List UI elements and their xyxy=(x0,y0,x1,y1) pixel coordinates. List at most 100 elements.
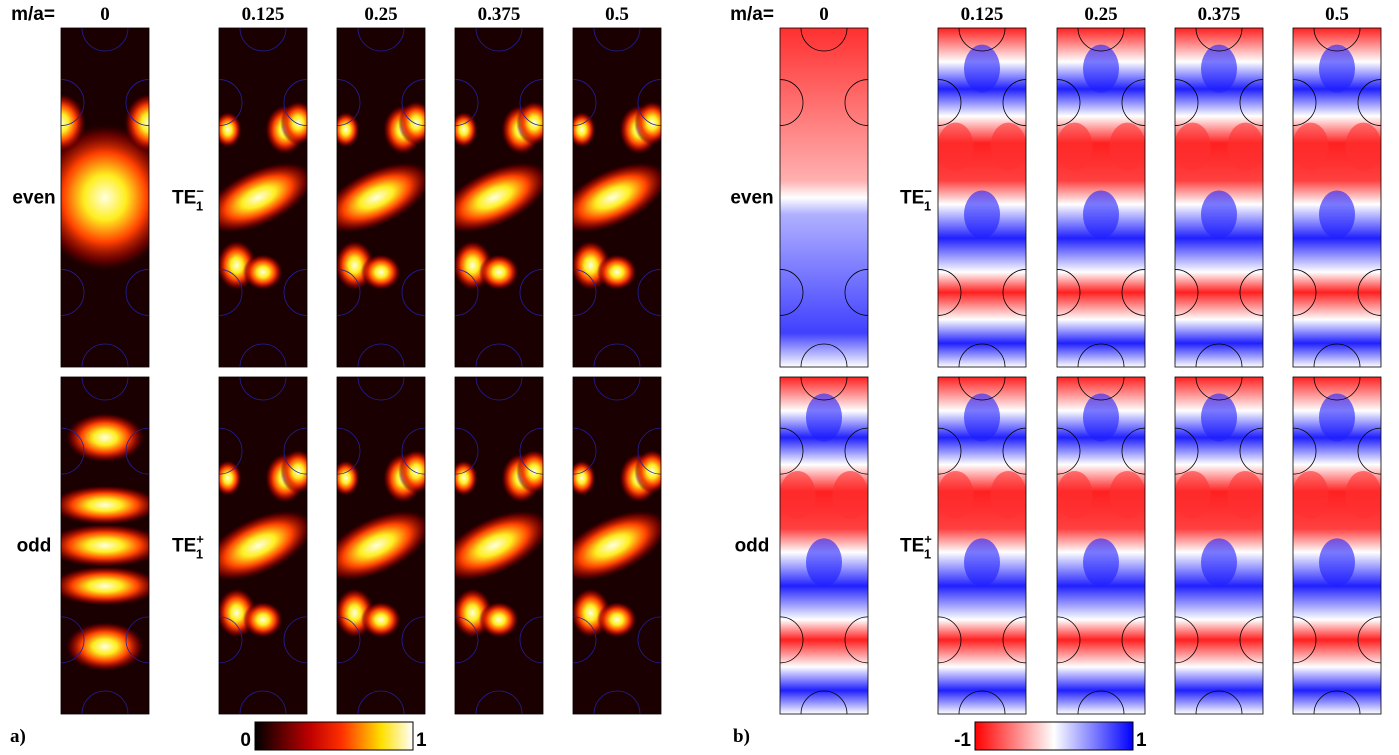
hole xyxy=(357,690,405,714)
column-header: 0.125 xyxy=(961,4,1004,25)
hole xyxy=(337,269,361,316)
lobe xyxy=(938,470,974,519)
column-header: 0 xyxy=(819,4,829,25)
mode-label: odd xyxy=(735,536,770,557)
frame xyxy=(572,376,662,715)
hole xyxy=(61,427,85,475)
intensity xyxy=(597,254,637,291)
intensity xyxy=(61,122,149,273)
field-map xyxy=(60,27,150,368)
hole xyxy=(337,427,361,475)
hole xyxy=(519,616,543,664)
hole xyxy=(519,79,543,126)
hole xyxy=(219,79,243,126)
hole xyxy=(800,377,848,401)
hole xyxy=(780,79,804,126)
hole xyxy=(401,79,425,126)
lobe xyxy=(990,470,1026,519)
hole xyxy=(125,79,149,126)
field-content xyxy=(61,28,149,367)
frame xyxy=(336,27,426,368)
field-content xyxy=(1057,377,1145,714)
column-header: 0.5 xyxy=(1325,4,1349,25)
hole xyxy=(475,377,523,401)
te-sup: + xyxy=(924,532,932,547)
lobe xyxy=(1201,538,1237,587)
hole xyxy=(1057,79,1081,126)
hole xyxy=(1057,427,1081,475)
hole xyxy=(800,28,848,52)
hole xyxy=(1077,28,1125,52)
panel-label: a) xyxy=(10,726,26,747)
hole xyxy=(283,427,307,475)
hole xyxy=(573,269,597,316)
frame xyxy=(1174,27,1264,368)
lobe xyxy=(1319,190,1355,239)
hole xyxy=(1121,616,1145,664)
hole xyxy=(455,269,479,316)
lobe xyxy=(1109,122,1145,171)
hole xyxy=(1195,343,1243,367)
column-header: 0.125 xyxy=(242,4,285,25)
te-sup: − xyxy=(196,184,204,199)
lobe xyxy=(806,393,842,442)
intensity xyxy=(573,509,661,582)
hole xyxy=(1357,79,1381,126)
lobe xyxy=(1175,122,1211,171)
hole xyxy=(357,343,405,367)
intensity xyxy=(65,621,145,672)
lobe xyxy=(1201,44,1237,93)
field-content xyxy=(938,28,1026,367)
te-label: TE− 1 xyxy=(172,184,204,214)
intensity xyxy=(516,449,543,494)
intensity xyxy=(455,460,478,497)
hole xyxy=(283,79,307,126)
hole xyxy=(958,690,1006,714)
lobe xyxy=(990,122,1026,171)
colorbar-max: 1 xyxy=(1136,730,1147,751)
te-base: TE xyxy=(172,536,196,557)
hole xyxy=(800,343,848,367)
hole xyxy=(573,616,597,664)
field-map xyxy=(937,27,1027,368)
hole xyxy=(1313,28,1361,52)
intensity xyxy=(337,460,360,497)
lobe xyxy=(1345,122,1381,171)
intensity xyxy=(280,449,307,494)
hole xyxy=(1195,377,1243,401)
te-base: TE xyxy=(172,188,196,209)
field-content xyxy=(938,377,1026,714)
hole xyxy=(1293,427,1317,475)
field-map xyxy=(572,27,662,368)
lobe xyxy=(1175,470,1211,519)
colorbar-max: 1 xyxy=(416,730,427,751)
intensity xyxy=(573,111,596,148)
hole xyxy=(958,343,1006,367)
intensity xyxy=(337,161,425,234)
field-content xyxy=(1175,377,1263,714)
lobe xyxy=(780,470,816,519)
hole xyxy=(593,28,641,52)
te-label: TE+ 1 xyxy=(900,532,932,562)
hole xyxy=(573,79,597,126)
hole xyxy=(61,269,85,316)
hole xyxy=(1293,269,1317,316)
field-map xyxy=(1174,376,1264,715)
intensity xyxy=(573,161,661,234)
hole xyxy=(593,690,641,714)
field-map xyxy=(779,376,869,715)
lobe xyxy=(832,470,868,519)
field-content xyxy=(455,28,543,367)
lobe xyxy=(1293,470,1329,519)
lobe xyxy=(1057,470,1093,519)
lobe xyxy=(1227,470,1263,519)
intensity xyxy=(243,601,283,638)
field-map xyxy=(60,376,150,715)
intensity xyxy=(337,111,360,148)
lobe xyxy=(938,122,974,171)
hole xyxy=(637,616,661,664)
hole xyxy=(1195,28,1243,52)
hole xyxy=(239,28,287,52)
field-map xyxy=(937,376,1027,715)
colorbar xyxy=(254,721,414,751)
